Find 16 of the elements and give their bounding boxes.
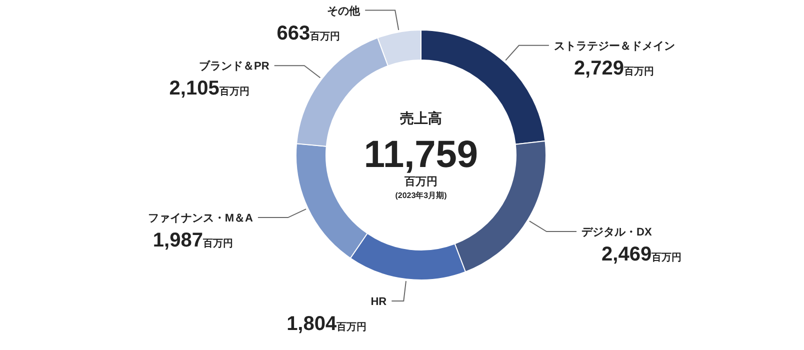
text: 11,759 bbox=[364, 134, 478, 176]
slice-label: ファイナンス・M＆A bbox=[148, 212, 254, 225]
data-label: 1,987百万円 bbox=[152, 230, 233, 252]
slice-label: HR bbox=[370, 296, 387, 308]
text: 百万円 bbox=[404, 176, 438, 188]
data-label: 2,105百万円 bbox=[169, 78, 250, 100]
data-label: 663百万円 bbox=[276, 22, 340, 44]
slice-label: その他 bbox=[327, 4, 362, 18]
data-label: 2,469百万円 bbox=[602, 244, 682, 266]
text: 売上高 bbox=[400, 110, 442, 126]
slice-label: ブランド＆PR bbox=[199, 60, 270, 73]
data-label: 2,729百万円 bbox=[574, 57, 654, 80]
slice-label: ストラテジー＆ドメイン bbox=[554, 40, 675, 52]
slice-label: デジタル・DX bbox=[582, 226, 652, 239]
text: (2023年3月期) bbox=[395, 191, 448, 200]
data-label: 1,804百万円 bbox=[286, 312, 367, 335]
